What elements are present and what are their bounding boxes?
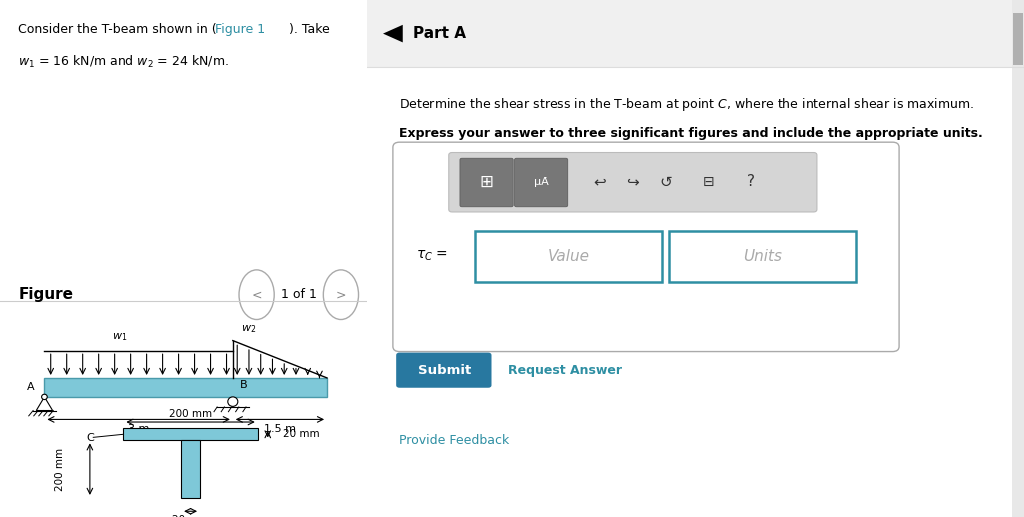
Text: >: > (336, 288, 346, 301)
Text: 20 mm: 20 mm (284, 429, 319, 439)
FancyBboxPatch shape (367, 0, 1024, 67)
Text: Request Answer: Request Answer (508, 363, 622, 377)
Text: $w_1$ = 16 kN/m and $w_2$ = 24 kN/m.: $w_1$ = 16 kN/m and $w_2$ = 24 kN/m. (18, 54, 229, 70)
Text: <: < (251, 288, 262, 301)
Text: $w_2$: $w_2$ (241, 323, 256, 334)
FancyBboxPatch shape (124, 428, 258, 440)
Text: $w_1$: $w_1$ (112, 331, 127, 343)
Text: Figure 1: Figure 1 (215, 23, 265, 36)
FancyBboxPatch shape (475, 231, 663, 282)
Text: Part A: Part A (413, 26, 466, 41)
Polygon shape (36, 397, 52, 410)
Text: 200 mm: 200 mm (54, 448, 65, 491)
Circle shape (42, 394, 47, 400)
Text: 200 mm: 200 mm (169, 409, 212, 419)
Text: Determine the shear stress in the T-beam at point $C$, where the internal shear : Determine the shear stress in the T-beam… (399, 96, 975, 113)
Text: Submit: Submit (418, 363, 471, 377)
Text: Figure: Figure (18, 287, 74, 302)
FancyBboxPatch shape (181, 440, 200, 498)
Text: Consider the T-beam shown in (: Consider the T-beam shown in ( (18, 23, 217, 36)
Text: ⊟: ⊟ (702, 175, 715, 189)
FancyBboxPatch shape (1012, 0, 1024, 517)
FancyBboxPatch shape (514, 158, 567, 207)
Text: $\tau_C$ =: $\tau_C$ = (416, 249, 447, 263)
Text: Value: Value (548, 249, 590, 264)
Polygon shape (383, 25, 402, 42)
FancyBboxPatch shape (1013, 13, 1023, 65)
Text: ). Take: ). Take (289, 23, 330, 36)
Text: B: B (241, 380, 248, 390)
Text: 1.5 m: 1.5 m (264, 423, 296, 434)
Circle shape (227, 397, 238, 406)
Text: 20 mm: 20 mm (172, 515, 209, 517)
Text: Units: Units (743, 249, 782, 264)
Text: ↪: ↪ (627, 174, 639, 190)
Text: ↺: ↺ (659, 174, 672, 190)
Text: Provide Feedback: Provide Feedback (399, 434, 510, 447)
Text: ↩: ↩ (594, 174, 606, 190)
Text: ?: ? (748, 174, 755, 190)
Text: 1 of 1: 1 of 1 (281, 288, 316, 301)
FancyBboxPatch shape (44, 378, 327, 397)
FancyBboxPatch shape (669, 231, 856, 282)
Text: μȦ: μȦ (535, 177, 549, 187)
Text: C: C (86, 433, 94, 444)
Text: Express your answer to three significant figures and include the appropriate uni: Express your answer to three significant… (399, 127, 983, 140)
Text: 3 m: 3 m (128, 423, 150, 434)
Text: ⊞: ⊞ (480, 173, 494, 191)
FancyBboxPatch shape (449, 153, 817, 212)
FancyBboxPatch shape (460, 158, 513, 207)
FancyBboxPatch shape (393, 142, 899, 352)
FancyBboxPatch shape (396, 353, 492, 388)
Text: A: A (27, 383, 35, 392)
